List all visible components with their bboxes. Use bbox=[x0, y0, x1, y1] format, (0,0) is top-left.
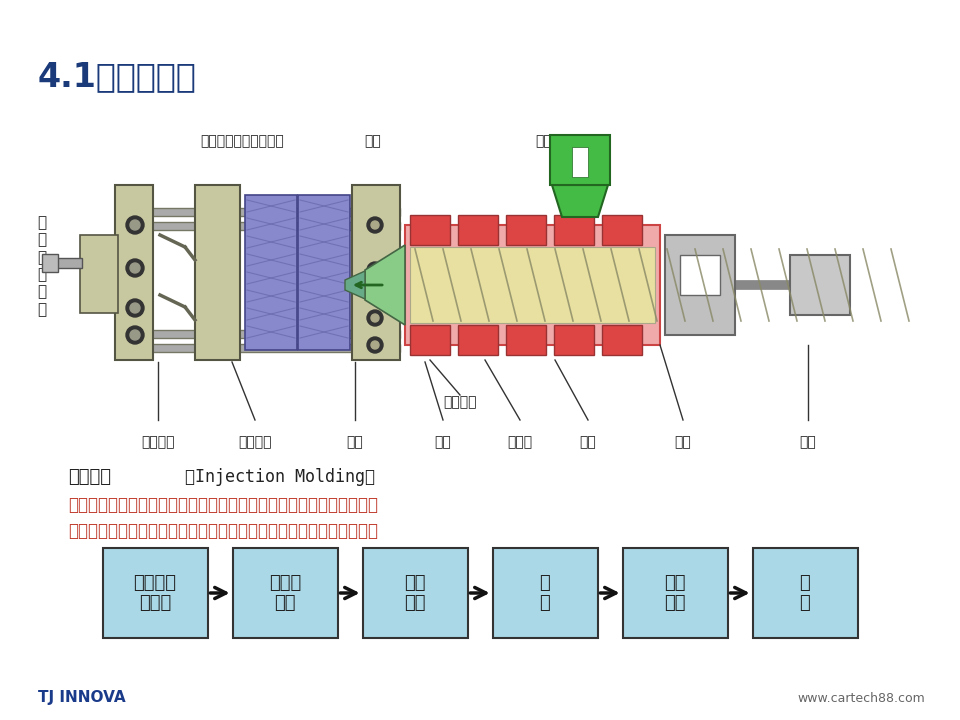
Bar bbox=[115, 344, 400, 352]
Bar bbox=[80, 235, 118, 313]
Text: 止反流阀: 止反流阀 bbox=[444, 395, 477, 409]
Text: 加热器: 加热器 bbox=[508, 435, 533, 449]
Circle shape bbox=[367, 337, 383, 353]
Bar bbox=[410, 247, 655, 323]
Text: 料筒: 料筒 bbox=[435, 435, 451, 449]
Circle shape bbox=[126, 216, 144, 234]
Bar bbox=[115, 330, 400, 338]
Text: TJ INNOVA: TJ INNOVA bbox=[38, 690, 126, 705]
Text: 注射装置: 注射装置 bbox=[536, 134, 568, 148]
Text: 拉杆: 拉杆 bbox=[347, 435, 364, 449]
Text: 螺杆: 螺杆 bbox=[580, 435, 596, 449]
Text: 冷却
固化: 冷却 固化 bbox=[664, 574, 685, 613]
Bar bbox=[410, 215, 450, 245]
Text: （Injection Molding）: （Injection Molding） bbox=[185, 468, 375, 486]
Bar bbox=[245, 195, 297, 350]
Bar bbox=[602, 215, 642, 245]
Circle shape bbox=[130, 263, 140, 273]
Text: 直角接套: 直角接套 bbox=[141, 435, 175, 449]
Text: 合模装置（曲肘方式）: 合模装置（曲肘方式） bbox=[200, 134, 284, 148]
Circle shape bbox=[371, 341, 379, 349]
Circle shape bbox=[126, 259, 144, 277]
Text: 法。该方法适用于形状复杂部件的批量生产，是重要的加工方法之一。: 法。该方法适用于形状复杂部件的批量生产，是重要的加工方法之一。 bbox=[68, 522, 378, 540]
Bar bbox=[115, 208, 400, 216]
Polygon shape bbox=[552, 185, 608, 217]
Circle shape bbox=[126, 326, 144, 344]
Text: 模具: 模具 bbox=[365, 134, 381, 148]
Bar bbox=[410, 325, 450, 355]
Text: 注
射
成
型
原
理: 注 射 成 型 原 理 bbox=[37, 215, 47, 317]
Bar bbox=[458, 215, 498, 245]
Bar bbox=[492, 548, 597, 638]
Polygon shape bbox=[365, 245, 405, 325]
Polygon shape bbox=[345, 271, 365, 299]
Text: 注塑成型: 注塑成型 bbox=[68, 468, 111, 486]
Bar bbox=[572, 147, 588, 177]
Circle shape bbox=[371, 314, 379, 322]
Bar bbox=[232, 548, 338, 638]
Bar bbox=[410, 257, 655, 313]
Bar bbox=[298, 195, 350, 350]
Bar bbox=[554, 215, 594, 245]
Text: 加热
融融: 加热 融融 bbox=[404, 574, 425, 613]
Bar bbox=[680, 255, 720, 295]
Text: 飗粒、粉
状塑料: 飗粒、粉 状塑料 bbox=[133, 574, 177, 613]
Bar bbox=[550, 135, 610, 185]
Bar bbox=[115, 185, 153, 360]
Bar bbox=[405, 225, 660, 345]
Text: 注射机
料筒: 注射机 料筒 bbox=[269, 574, 301, 613]
Circle shape bbox=[367, 310, 383, 326]
Circle shape bbox=[130, 220, 140, 230]
Circle shape bbox=[126, 299, 144, 317]
Bar bbox=[506, 215, 546, 245]
Circle shape bbox=[130, 303, 140, 313]
Text: 顶出油缸: 顶出油缸 bbox=[238, 435, 272, 449]
Text: 4.1、注射成型: 4.1、注射成型 bbox=[38, 60, 197, 93]
Bar bbox=[622, 548, 728, 638]
Circle shape bbox=[130, 330, 140, 340]
Text: 塑
件: 塑 件 bbox=[800, 574, 810, 613]
Text: 料斗: 料斗 bbox=[675, 435, 691, 449]
Bar bbox=[55, 258, 82, 268]
Circle shape bbox=[367, 217, 383, 233]
Bar bbox=[506, 325, 546, 355]
Circle shape bbox=[371, 266, 379, 274]
Bar bbox=[602, 325, 642, 355]
Circle shape bbox=[367, 262, 383, 278]
Bar bbox=[115, 222, 400, 230]
Bar bbox=[363, 548, 468, 638]
Bar bbox=[665, 235, 735, 335]
Text: 马达: 马达 bbox=[800, 435, 816, 449]
Bar bbox=[103, 548, 207, 638]
Bar bbox=[790, 255, 850, 315]
Text: 充
模: 充 模 bbox=[540, 574, 550, 613]
Text: www.cartech88.com: www.cartech88.com bbox=[797, 692, 925, 705]
Bar bbox=[195, 185, 240, 360]
Bar bbox=[753, 548, 857, 638]
Bar bbox=[458, 325, 498, 355]
Bar bbox=[352, 185, 400, 360]
Circle shape bbox=[371, 221, 379, 229]
Bar bbox=[42, 254, 58, 272]
Bar bbox=[554, 325, 594, 355]
Text: 是指受热融化的材料由高压射入模腔，经冷却固化后，得到成形品的方: 是指受热融化的材料由高压射入模腔，经冷却固化后，得到成形品的方 bbox=[68, 496, 378, 514]
